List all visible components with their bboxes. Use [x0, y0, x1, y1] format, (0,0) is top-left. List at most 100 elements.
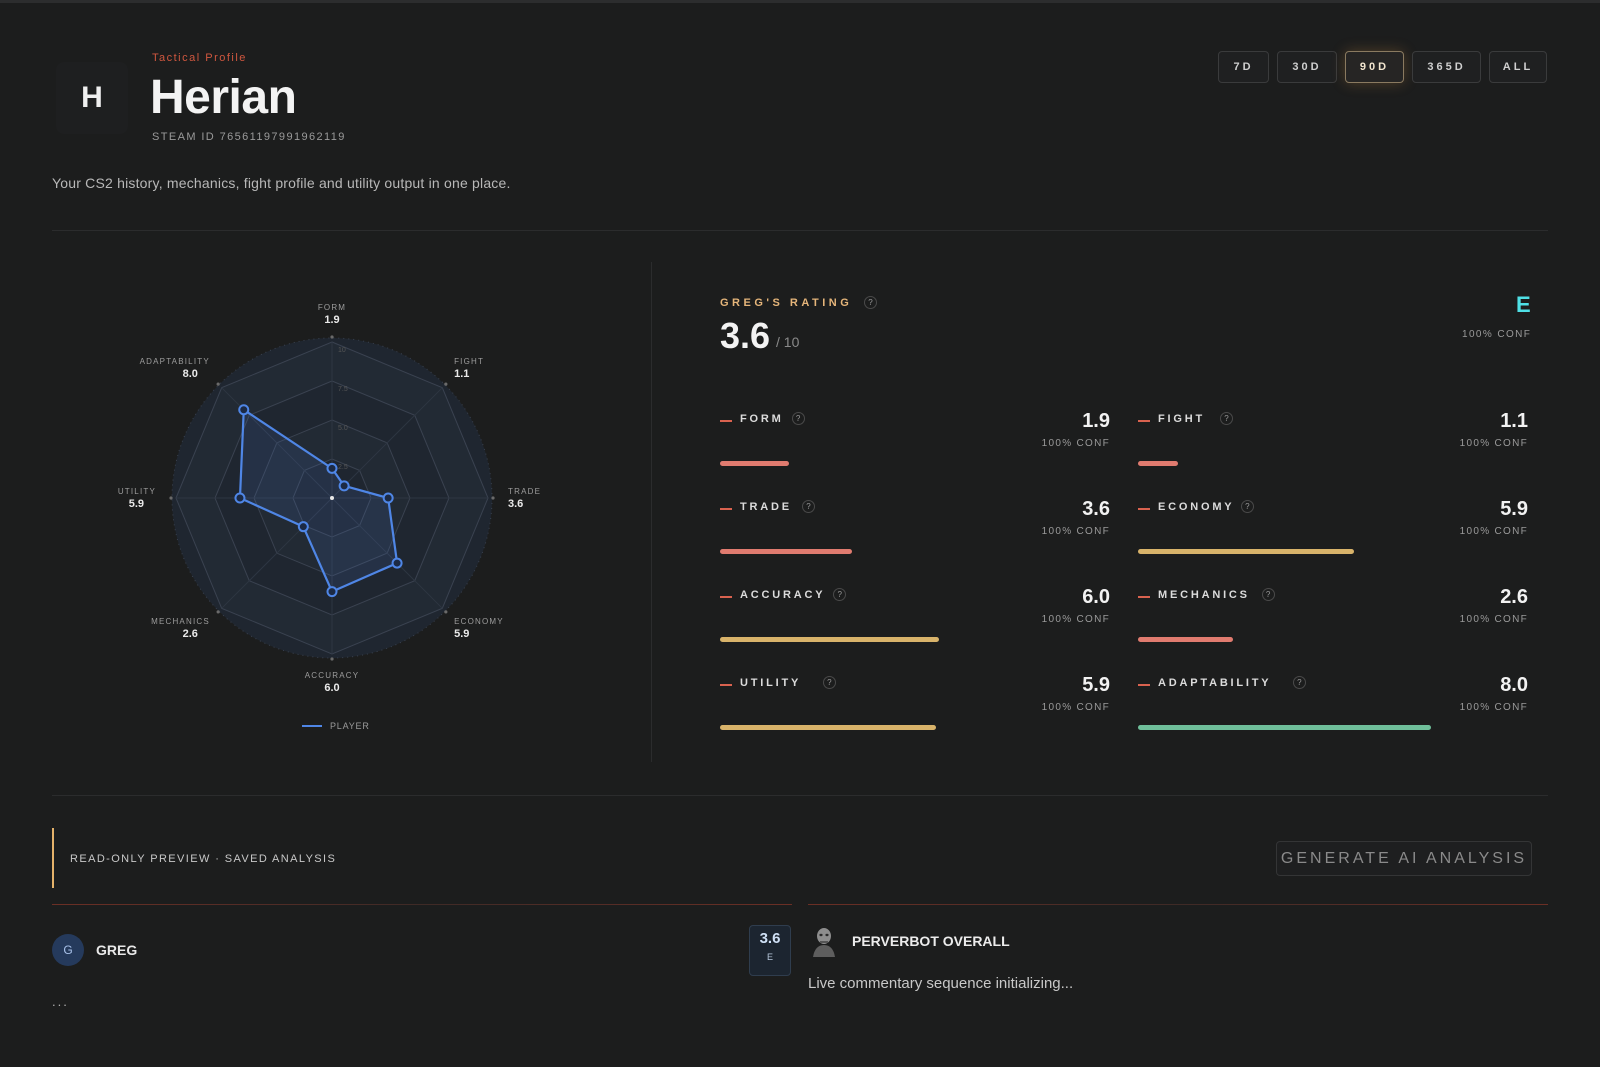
radar-axis-value: 2.6 [183, 628, 198, 640]
radar-legend-label: PLAYER [330, 721, 370, 731]
metric-economy: ECONOMY? 5.9 100% CONF [1138, 498, 1544, 568]
metric-name: ACCURACY [740, 589, 826, 601]
metric-confidence: 100% CONF [1459, 702, 1528, 713]
score-badge: 3.6 E [749, 925, 791, 976]
metric-help-icon[interactable]: ? [833, 588, 847, 601]
bot-avatar-icon [813, 928, 835, 957]
radar-data-point [326, 586, 338, 598]
radar-axis-value: 1.9 [324, 314, 339, 326]
steam-id: STEAM ID 76561197991962119 [152, 131, 346, 143]
player-name: Herian [150, 71, 297, 124]
radar-ring-label: 10 [338, 347, 346, 354]
metric-confidence: 100% CONF [1459, 526, 1528, 537]
range-all-button[interactable]: ALL [1489, 51, 1547, 83]
metric-dash [1138, 596, 1150, 598]
page-tagline: Your CS2 history, mechanics, fight profi… [52, 175, 511, 191]
metric-bar-track [1138, 461, 1528, 466]
radar-axis-dot [216, 610, 220, 614]
radar-axis-value: 5.9 [454, 628, 469, 640]
radar-axis-dot [444, 610, 448, 614]
range-7d-button[interactable]: 7D [1218, 51, 1269, 83]
metric-bar-track [1138, 725, 1528, 730]
metric-name: TRADE [740, 501, 792, 513]
metric-bar-fill [1138, 725, 1431, 730]
radar-axis-label: FIGHT [454, 357, 484, 366]
rating-label: GREG'S RATING [720, 297, 853, 309]
metric-help-icon[interactable]: ? [1220, 412, 1233, 425]
page-eyebrow: Tactical Profile [152, 52, 247, 64]
metric-help-icon[interactable]: ? [1292, 676, 1306, 689]
metric-bar-track [1138, 549, 1528, 554]
radar-data-point [326, 462, 338, 474]
radar-axis-label: ADAPTABILITY [140, 357, 210, 366]
bot-commentary: Live commentary sequence initializing... [808, 975, 1074, 992]
metric-dash [1138, 420, 1150, 422]
radar-ring-label: 7.5 [338, 386, 348, 393]
radar-data-point [391, 557, 403, 569]
metric-value: 6.0 [1082, 586, 1110, 608]
avatar-letter: H [81, 81, 103, 114]
metric-confidence: 100% CONF [1041, 438, 1110, 449]
greg-avatar: G [52, 934, 84, 966]
greg-avatar-initial: G [63, 943, 73, 957]
radar-axis-label: FORM [318, 303, 346, 312]
radar-chart: 10 7.5 5.0 2.5 FORM 1.9 FIGHT 1.1 TRADE 3.6 ECONOM… [118, 303, 540, 731]
rating-value: 3.6 [720, 315, 771, 356]
greg-card-border [52, 904, 792, 905]
metric-value: 2.6 [1500, 586, 1528, 608]
metric-name: MECHANICS [1158, 589, 1250, 601]
metric-help-icon[interactable]: ? [791, 412, 805, 425]
metric-confidence: 100% CONF [1041, 702, 1110, 713]
section-vertical-divider [651, 262, 652, 762]
radar-axis-value: 1.1 [454, 368, 469, 380]
metric-bar-fill [1138, 549, 1354, 554]
radar-axis-value: 6.0 [324, 682, 339, 694]
greg-name: GREG [96, 942, 138, 958]
metric-adaptability: ADAPTABILITY? 8.0 100% CONF [1138, 674, 1544, 744]
metric-name: FIGHT [1158, 413, 1205, 425]
range-365d-button[interactable]: 365D [1412, 51, 1481, 83]
metric-confidence: 100% CONF [1041, 526, 1110, 537]
section-divider [52, 795, 1548, 796]
player-avatar: H [56, 62, 128, 134]
metric-accuracy: ACCURACY? 6.0 100% CONF [720, 586, 1126, 656]
radar-data-point [338, 480, 350, 492]
header-divider [52, 230, 1548, 231]
radar-data-point [234, 492, 246, 504]
metric-value: 8.0 [1500, 674, 1528, 696]
radar-ring-label: 2.5 [338, 464, 348, 471]
radar-axis-label: ECONOMY [454, 617, 504, 626]
generate-ai-analysis-button[interactable]: GENERATE AI ANALYSIS [1276, 841, 1532, 876]
radar-axis-dot [491, 496, 495, 500]
metric-help-icon[interactable]: ? [1261, 588, 1275, 601]
radar-spoke [331, 497, 443, 609]
metric-help-icon[interactable]: ? [1240, 500, 1254, 513]
rating-confidence: 100% CONF [1462, 329, 1532, 340]
metric-help-icon[interactable]: ? [802, 500, 815, 513]
range-90d-button[interactable]: 90D [1345, 51, 1404, 83]
metric-trade: TRADE? 3.6 100% CONF [720, 498, 1126, 568]
radar-axis-dot [330, 335, 334, 339]
rating-help-icon[interactable]: ? [864, 296, 877, 309]
metric-confidence: 100% CONF [1459, 614, 1528, 625]
metric-mechanics: MECHANICS? 2.6 100% CONF [1138, 586, 1544, 656]
metric-bar-fill [720, 637, 940, 642]
metric-name: ADAPTABILITY [1158, 677, 1272, 689]
radar-data-point [297, 521, 309, 533]
metric-bar-track [720, 725, 1110, 730]
metric-dash [720, 420, 732, 422]
metric-bar-fill [720, 725, 936, 730]
radar-spoke [331, 387, 443, 499]
metric-name: FORM [740, 413, 784, 425]
time-range-selector: 7D 30D 90D 365D ALL [1218, 51, 1547, 83]
metric-help-icon[interactable]: ? [822, 676, 836, 689]
bot-name: PERVERBOT OVERALL [852, 933, 1010, 949]
metric-bar-track [720, 461, 1110, 466]
radar-ring-label: 5.0 [338, 425, 348, 432]
greg-commentary: ... [52, 994, 69, 1009]
radar-axis-value: 8.0 [183, 368, 198, 380]
metric-bar-fill [1138, 461, 1179, 466]
radar-axis-dot [216, 382, 220, 386]
range-30d-button[interactable]: 30D [1277, 51, 1337, 83]
rating-max: / 10 [776, 334, 800, 350]
